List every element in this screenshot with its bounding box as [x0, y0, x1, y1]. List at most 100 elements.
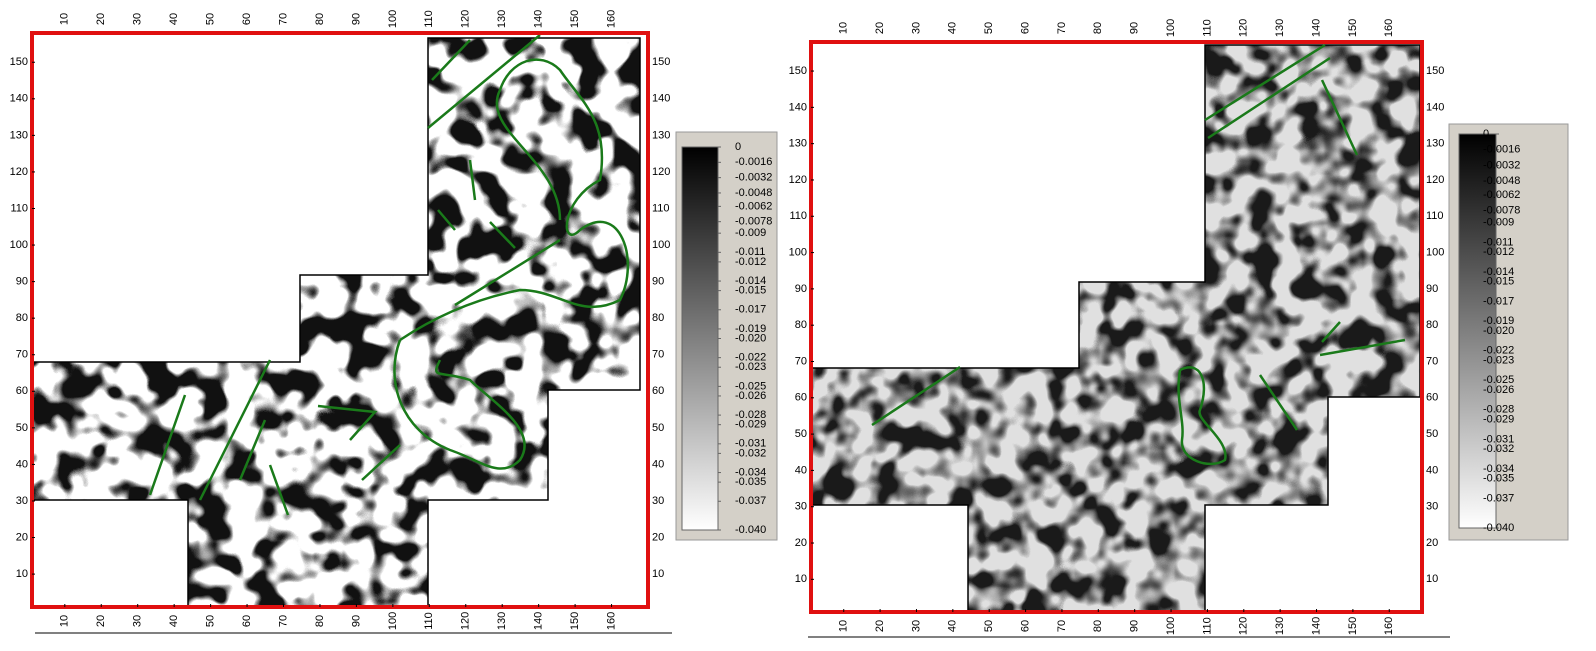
x-tick-label-bottom: 20 — [95, 615, 107, 627]
x-tick-label-bottom: 150 — [1347, 617, 1359, 635]
x-tick-label-top: 10 — [59, 13, 71, 25]
y-tick-label-left: 140 — [10, 93, 28, 105]
colorbar-tick-label: -0.020 — [1483, 325, 1514, 337]
y-tick-label-left: 40 — [16, 458, 28, 470]
x-tick-label-bottom: 10 — [59, 615, 71, 627]
x-tick-label-top: 110 — [423, 10, 435, 28]
x-tick-label-top: 20 — [874, 22, 886, 34]
y-tick-label-left: 100 — [789, 246, 807, 258]
x-tick-label-bottom: 110 — [423, 612, 435, 630]
x-tick-label-bottom: 90 — [350, 615, 362, 627]
y-tick-label-left: 130 — [10, 129, 28, 141]
colorbar-tick-label: -0.040 — [735, 524, 766, 536]
colorbar-tick-label: -0.0016 — [735, 156, 772, 168]
x-tick-label-top: 20 — [95, 13, 107, 25]
y-tick-label-right: 90 — [1426, 283, 1438, 295]
y-tick-label-right: 60 — [652, 385, 664, 397]
x-tick-label-bottom: 70 — [1056, 620, 1068, 632]
x-tick-label-bottom: 40 — [947, 620, 959, 632]
y-tick-label-left: 150 — [789, 65, 807, 77]
y-tick-label-left: 60 — [795, 392, 807, 404]
y-tick-label-right: 30 — [652, 495, 664, 507]
x-tick-label-top: 160 — [1383, 19, 1395, 37]
x-tick-label-bottom: 80 — [314, 615, 326, 627]
colorbar: 0-0.0016-0.0032-0.0048-0.0062-0.0078-0.0… — [1449, 124, 1568, 540]
y-tick-label-left: 50 — [16, 422, 28, 434]
x-tick-label-top: 100 — [387, 10, 399, 28]
x-tick-label-top: 70 — [1056, 22, 1068, 34]
y-tick-label-right: 70 — [652, 349, 664, 361]
y-tick-label-left: 140 — [789, 101, 807, 113]
x-tick-label-top: 90 — [1129, 22, 1141, 34]
x-tick-label-top: 80 — [314, 13, 326, 25]
x-tick-label-bottom: 140 — [1310, 617, 1322, 635]
colorbar-tick-label: -0.0016 — [1483, 144, 1520, 156]
x-tick-label-bottom: 120 — [460, 612, 472, 630]
colorbar-tick-label: -0.009 — [1483, 217, 1514, 229]
colorbar-tick-label: -0.015 — [735, 285, 766, 297]
y-tick-label-left: 10 — [795, 573, 807, 585]
x-tick-label-bottom: 90 — [1129, 620, 1141, 632]
x-tick-label-bottom: 50 — [983, 620, 995, 632]
y-tick-label-right: 130 — [1426, 138, 1444, 150]
y-tick-label-right: 80 — [1426, 319, 1438, 331]
colorbar-tick-label: -0.017 — [1483, 295, 1514, 307]
y-tick-label-right: 130 — [652, 129, 670, 141]
colorbar-tick-label: -0.0078 — [735, 216, 772, 228]
x-tick-label-top: 140 — [533, 10, 545, 28]
y-tick-label-right: 80 — [652, 312, 664, 324]
y-tick-label-right: 20 — [652, 531, 664, 543]
colorbar-tick-label: -0.0078 — [1483, 205, 1520, 217]
colorbar-tick-label: -0.0048 — [735, 187, 772, 199]
colorbar-tick-label: -0.0048 — [1483, 175, 1520, 187]
figure: 1010202030304040505060607070808090901001… — [0, 0, 1596, 651]
colorbar-tick-label: -0.009 — [735, 227, 766, 239]
y-tick-label-right: 70 — [1426, 355, 1438, 367]
y-tick-label-right: 120 — [652, 166, 670, 178]
y-tick-label-left: 80 — [16, 312, 28, 324]
y-tick-label-right: 150 — [652, 56, 670, 68]
colorbar-tick-label: -0.026 — [735, 390, 766, 402]
x-tick-label-top: 160 — [605, 10, 617, 28]
colorbar-tick-label: -0.012 — [1483, 246, 1514, 258]
y-tick-label-right: 20 — [1426, 537, 1438, 549]
y-tick-label-right: 50 — [1426, 428, 1438, 440]
colorbar-tick-label: -0.037 — [735, 495, 766, 507]
y-tick-label-right: 40 — [1426, 464, 1438, 476]
x-tick-label-top: 10 — [838, 22, 850, 34]
x-tick-label-bottom: 100 — [1165, 617, 1177, 635]
y-tick-label-right: 60 — [1426, 392, 1438, 404]
colorbar-tick-label: -0.012 — [735, 256, 766, 268]
x-tick-label-bottom: 40 — [168, 615, 180, 627]
y-tick-label-left: 90 — [16, 276, 28, 288]
colorbar-tick-label: -0.035 — [1483, 473, 1514, 485]
y-tick-label-left: 80 — [795, 319, 807, 331]
y-tick-label-right: 10 — [652, 568, 664, 580]
heatmap-2 — [811, 42, 1422, 612]
colorbar-tick-label: -0.032 — [735, 447, 766, 459]
colorbar-tick-label: -0.0062 — [735, 200, 772, 212]
y-tick-label-left: 120 — [789, 174, 807, 186]
y-tick-label-right: 30 — [1426, 501, 1438, 513]
x-tick-label-top: 150 — [569, 10, 581, 28]
y-tick-label-left: 50 — [795, 428, 807, 440]
y-tick-label-left: 90 — [795, 283, 807, 295]
colorbar-tick-label: -0.035 — [735, 476, 766, 488]
y-tick-label-right: 100 — [652, 239, 670, 251]
x-tick-label-bottom: 60 — [241, 615, 253, 627]
y-tick-label-right: 100 — [1426, 246, 1444, 258]
x-tick-label-top: 110 — [1201, 19, 1213, 37]
colorbar-tick-label: 0 — [1483, 128, 1489, 140]
colorbar-tick-label: -0.026 — [1483, 384, 1514, 396]
colorbar-tick-label: -0.040 — [1483, 522, 1514, 534]
colorbar-tick-label: -0.029 — [735, 419, 766, 431]
x-tick-label-top: 50 — [983, 22, 995, 34]
colorbar-tick-label: 0 — [735, 141, 741, 153]
x-tick-label-bottom: 160 — [605, 612, 617, 630]
colorbar-tick-label: -0.0032 — [735, 172, 772, 184]
colorbar-tick-label: -0.029 — [1483, 414, 1514, 426]
colorbar-tick-label: -0.032 — [1483, 443, 1514, 455]
colorbar-tick-label: -0.037 — [1483, 492, 1514, 504]
colorbar-tick-label: -0.023 — [1483, 354, 1514, 366]
y-tick-label-right: 90 — [652, 276, 664, 288]
